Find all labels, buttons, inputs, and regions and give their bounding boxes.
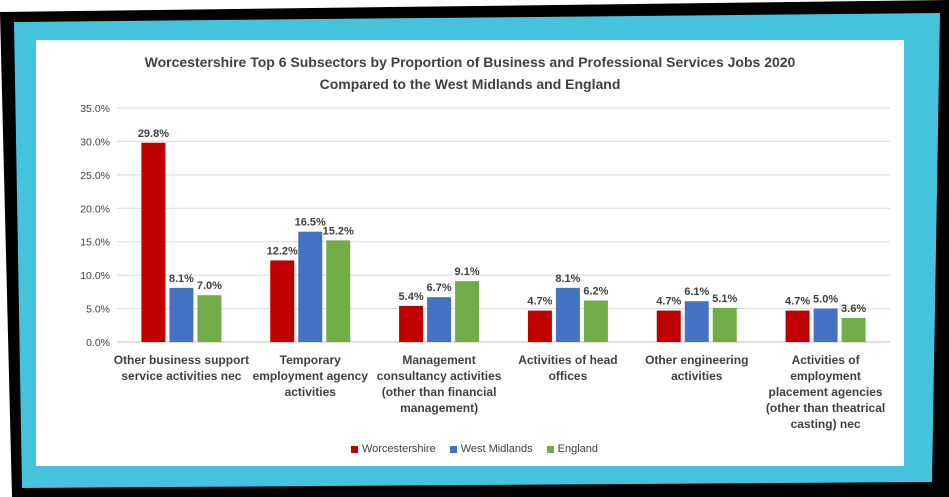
data-label: 4.7% — [527, 296, 552, 308]
data-label: 5.1% — [712, 293, 737, 305]
legend: Worcestershire West Midlands England — [0, 443, 949, 455]
bar-west-midlands — [555, 287, 580, 342]
data-label: 4.7% — [656, 296, 681, 308]
data-label: 9.1% — [455, 266, 480, 278]
white-panel — [36, 40, 904, 466]
bar-england — [841, 317, 866, 342]
data-labels: 29.8%8.1%7.0%12.2%16.5%15.2%5.4%6.7%9.1%… — [138, 128, 867, 315]
bar-england — [326, 240, 351, 342]
gridlines — [117, 107, 890, 343]
chart-title-line-2: Compared to the West Midlands and Englan… — [319, 76, 621, 92]
category-label-line: Activities of head — [518, 353, 618, 367]
bar-worcestershire — [527, 310, 552, 342]
data-label: 6.1% — [684, 286, 709, 298]
y-tick-label: 10.0% — [80, 270, 110, 282]
category-label-line: activities — [671, 369, 723, 383]
bar-worcestershire — [656, 310, 681, 342]
data-label: 5.4% — [399, 291, 424, 303]
category-label-line: casting) nec — [790, 417, 861, 431]
category-label-line: Other business support — [113, 353, 250, 367]
y-tick-label: 15.0% — [80, 237, 110, 249]
y-tick-label: 0.0% — [86, 337, 110, 349]
bar-england — [197, 295, 222, 342]
legend-swatch-west-midlands — [449, 445, 457, 453]
bar-worcestershire — [270, 260, 295, 342]
legend-item-england: England — [546, 443, 599, 455]
y-tick-label: 5.0% — [86, 304, 110, 316]
y-tick-label: 30.0% — [80, 136, 110, 148]
y-tick-label: 35.0% — [80, 103, 110, 115]
bar-worcestershire — [785, 310, 810, 342]
category-label-line: consultancy activities — [376, 369, 502, 383]
category-label: Temporary employment agency activities — [235, 352, 385, 400]
bar-west-midlands — [684, 301, 709, 342]
legend-label-england: England — [557, 443, 599, 455]
bar-worcestershire — [141, 142, 166, 342]
bar-west-midlands — [427, 297, 452, 342]
bar-west-midlands — [169, 287, 194, 342]
data-label: 6.2% — [583, 286, 608, 298]
category-label-line: Other engineering — [645, 353, 749, 367]
category-label: Activities of head offices — [493, 352, 643, 384]
data-label: 3.6% — [841, 303, 866, 315]
data-label: 6.7% — [427, 282, 452, 294]
bars — [141, 142, 866, 342]
chart-title-line-1: Worcestershire Top 6 Subsectors by Propo… — [144, 54, 796, 70]
data-label: 7.0% — [197, 280, 222, 292]
category-label-line: Temporary — [279, 353, 341, 367]
category-label-line: (other than financial — [381, 385, 497, 399]
data-label: 5.0% — [813, 294, 838, 306]
category-label-line: (other than theatrical — [765, 401, 886, 415]
category-label: Other engineering activities — [622, 352, 772, 384]
bar-england — [583, 300, 608, 342]
data-label: 8.1% — [555, 273, 580, 285]
bar-worcestershire — [399, 305, 424, 342]
category-label-line: employment agency — [252, 369, 368, 383]
category-label-line: Management — [402, 353, 476, 367]
data-label: 15.2% — [323, 225, 354, 237]
category-label-line: activities — [284, 385, 336, 399]
data-label: 12.2% — [267, 245, 298, 257]
category-label-line: placement agencies — [768, 385, 883, 399]
y-tick-label: 25.0% — [80, 170, 110, 182]
data-label: 8.1% — [169, 273, 194, 285]
legend-item-worcestershire: Worcestershire — [350, 443, 436, 455]
legend-swatch-england — [546, 445, 554, 453]
category-label-line: management) — [400, 401, 479, 415]
y-axis-ticks: 0.0% 5.0% 10.0% 15.0% 20.0% 25.0% 30.0% 35.0% — [80, 103, 110, 349]
category-label-line: Activities of — [791, 353, 860, 367]
legend-item-west-midlands: West Midlands — [449, 443, 533, 455]
bar-england — [712, 307, 737, 342]
legend-label-worcestershire: Worcestershire — [361, 443, 436, 455]
y-tick-label: 20.0% — [80, 203, 110, 215]
category-label-line: employment — [790, 369, 861, 383]
category-label: Activities of employment placement agencie… — [751, 352, 901, 432]
bar-west-midlands — [298, 231, 323, 342]
category-label-line: offices — [548, 369, 588, 383]
bar-west-midlands — [813, 308, 838, 342]
legend-swatch-worcestershire — [350, 445, 358, 453]
category-label: Other business support service activities… — [106, 352, 256, 384]
legend-label-west-midlands: West Midlands — [460, 443, 533, 455]
category-label-line: service activities nec — [121, 369, 242, 383]
category-label: Management consultancy activities (other t… — [364, 352, 514, 416]
data-label: 4.7% — [785, 296, 810, 308]
data-label: 16.5% — [295, 217, 326, 229]
data-label: 29.8% — [138, 128, 169, 140]
bar-england — [455, 281, 480, 342]
